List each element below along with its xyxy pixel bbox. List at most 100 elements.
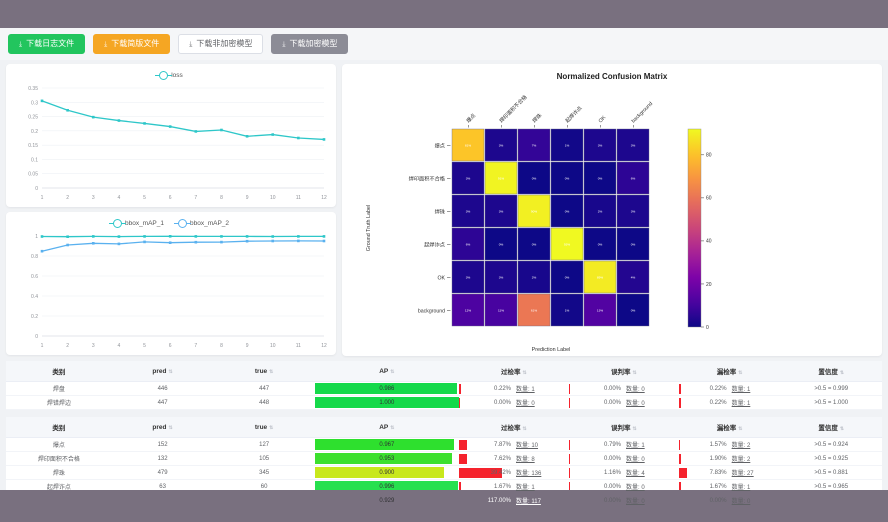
ap-value: 0.953 [379,455,395,462]
sort-toggle-icon[interactable]: ⇅ [839,426,845,432]
legend-item-loss[interactable]: loss [155,70,183,80]
table-row[interactable]: 爆点 152 127 0.967 7.87% 数量: 10 0.79% 数量: 1 1.57% 数… [6,437,882,452]
column-header-label: 误判率 [610,369,631,376]
column-header-3[interactable]: AP ⇅ [314,417,459,438]
sort-toggle-icon[interactable]: ⇅ [390,368,395,375]
svg-text:1: 1 [35,234,38,240]
sort-toggle-icon[interactable]: ⇅ [522,426,527,432]
sort-toggle-icon[interactable]: ⇅ [269,368,274,375]
table-row[interactable]: 焊错焊边 447 448 1.000 0.00% 数量: 0 0.00% 数量: 0 0.22%… [6,395,882,410]
download-encrypted-model-button[interactable]: ⤓ 下载加密模型 [271,34,349,54]
cell-ap: 0.900 [314,465,459,480]
cell-over-detection: 7.87% 数量: 10 [458,437,569,452]
svg-text:Prediction Label: Prediction Label [532,347,571,351]
ap-bar [314,453,453,464]
svg-text:0.6: 0.6 [31,274,38,280]
table-row[interactable]: 焊盘 446 447 0.986 0.22% 数量: 1 0.00% 数量: 0 0.22% 数量… [6,381,882,396]
svg-text:0: 0 [35,186,38,192]
column-header-6[interactable]: 漏检率 ⇅ [678,361,781,382]
svg-text:起焊诈点: 起焊诈点 [424,240,445,248]
cell-missed-detection-bar [678,383,682,394]
svg-text:1%: 1% [565,143,570,147]
ap-bar [314,467,445,478]
svg-text:10: 10 [270,195,276,201]
cell-pred: 152 [111,437,214,452]
column-header-6[interactable]: 漏检率 ⇅ [678,417,781,438]
sort-toggle-icon[interactable]: ⇅ [269,424,274,431]
left-charts-column: loss 0 0.05 0.1 0.15 0.2 0.25 0.3 0.35 1 2 3 4 5 6 7 8 9… [6,64,336,356]
sort-toggle-icon[interactable]: ⇅ [738,426,743,432]
svg-text:9: 9 [246,195,249,201]
svg-text:61%: 61% [531,308,537,312]
svg-text:11%: 11% [498,308,504,312]
column-header-label: 过检率 [500,425,521,432]
cell-missed-detection-percent: 7.83% [709,469,727,476]
svg-text:91%: 91% [498,176,504,180]
svg-text:4%: 4% [631,275,636,279]
cell-over-detection-bar [458,397,461,408]
cell-over-detection-percent: 7.87% [493,441,511,448]
svg-text:焊印面积不合格: 焊印面积不合格 [497,93,529,125]
column-header-7[interactable]: 置信度 ⇅ [780,417,882,438]
download-unencrypted-model-button[interactable]: ⤓ 下载非加密模型 [178,34,264,54]
cell-over-detection: 7.62% 数量: 8 [458,451,569,466]
svg-text:0: 0 [706,325,709,331]
column-header-3[interactable]: AP ⇅ [314,361,459,382]
svg-text:0%: 0% [565,275,570,279]
sort-toggle-icon[interactable]: ⇅ [168,424,173,431]
cell-missed-detection-percent: 1.57% [709,441,727,448]
legend-item-bbox-map-1[interactable]: bbox_mAP_1 [108,218,164,228]
svg-text:焊珠: 焊珠 [530,111,544,125]
column-header-5[interactable]: 误判率 ⇅ [568,417,679,438]
cell-misjudge-percent: 0.79% [604,441,622,448]
column-header-1[interactable]: pred ⇅ [111,417,214,438]
cell-misjudge-bar [568,397,571,408]
sort-toggle-icon[interactable]: ⇅ [168,368,173,375]
sort-toggle-icon[interactable]: ⇅ [522,370,527,376]
download-log-file-button[interactable]: ⤓ 下载日志文件 [8,34,86,54]
legend-item-bbox-map-2[interactable]: bbox_mAP_2 [174,218,229,228]
cell-over-detection-bar [458,481,461,492]
sort-toggle-icon[interactable]: ⇅ [839,370,845,376]
column-header-4[interactable]: 过检率 ⇅ [458,361,569,382]
table-row[interactable]: 焊珠 479 345 0.900 39.42% 数量: 136 1.16% 数量: 4 7.83… [6,465,882,480]
confusion-matrix-card: Normalized Confusion Matrix 81% 3% 7% 1% 3% 3… [342,64,882,356]
svg-text:0.4: 0.4 [31,294,38,300]
sort-toggle-icon[interactable]: ⇅ [632,370,637,376]
svg-text:焊印面积不合格: 焊印面积不合格 [409,174,446,182]
download-simple-file-button[interactable]: ⤓ 下载简版文件 [93,34,171,54]
cell-missed-detection-bar [678,453,681,464]
svg-text:0%: 0% [565,176,570,180]
column-header-2[interactable]: true ⇅ [213,361,315,382]
svg-text:0.35: 0.35 [28,86,38,92]
cell-pred: 447 [111,395,214,410]
svg-text:9: 9 [246,343,249,349]
svg-text:89%: 89% [597,275,603,279]
column-header-7[interactable]: 置信度 ⇅ [780,361,882,382]
column-header-1[interactable]: pred ⇅ [111,361,214,382]
column-header-4[interactable]: 过检率 ⇅ [458,417,569,438]
ap-bar [314,383,457,394]
column-header-0: 类别 [6,361,112,382]
cell-ap: 0.953 [314,451,459,466]
cell-true: 105 [213,451,315,466]
cell-missed-detection: 1.90% 数量: 2 [678,451,781,466]
cell-over-detection-percent: 39.42% [490,469,511,476]
svg-text:20: 20 [706,282,712,288]
column-header-5[interactable]: 误判率 ⇅ [568,361,679,382]
cell-over-detection-count: 数量: 1 [516,485,535,491]
cell-misjudge-percent: 0.00% [604,385,622,392]
svg-text:0.8: 0.8 [31,254,38,260]
map-line-chart: 00.20.40.60.811 2 3 4 5 6 7 8 9 10 11 12 [31,234,327,349]
svg-text:90%: 90% [531,209,537,213]
window-chrome-bottom [0,490,888,522]
cell-misjudge-count: 数量: 0 [626,457,645,463]
column-header-2[interactable]: true ⇅ [213,417,315,438]
cell-missed-detection-bar [678,481,681,492]
svg-text:0%: 0% [598,242,603,246]
table-row[interactable]: 焊印面积不合格 132 105 0.953 7.62% 数量: 8 0.00% 数量: 0 1.… [6,451,882,466]
sort-toggle-icon[interactable]: ⇅ [390,424,395,431]
sort-toggle-icon[interactable]: ⇅ [738,370,743,376]
sort-toggle-icon[interactable]: ⇅ [632,426,637,432]
cell-misjudge: 1.16% 数量: 4 [568,465,679,480]
